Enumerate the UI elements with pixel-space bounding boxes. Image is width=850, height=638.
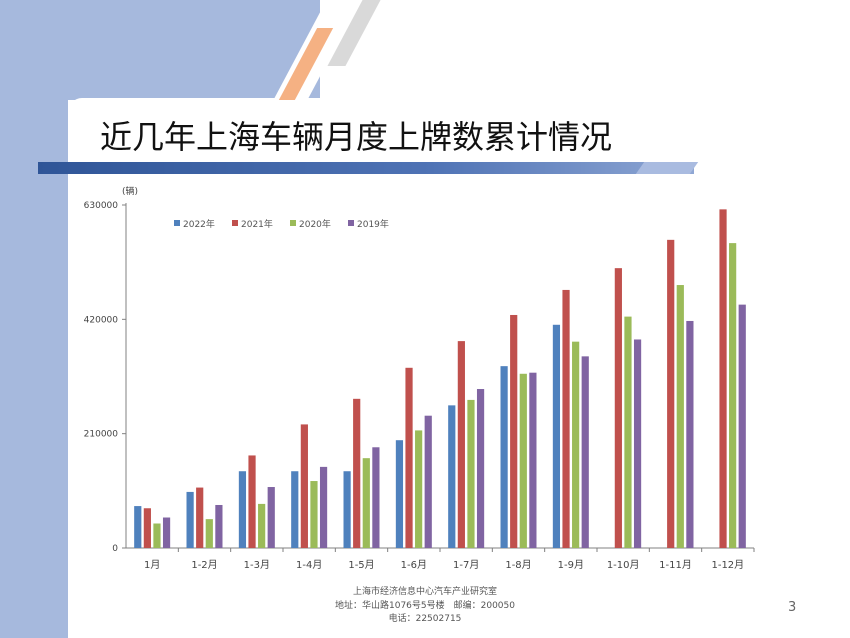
footer-address: 地址：华山路1076号5号楼 邮编：200050 (335, 601, 515, 611)
bar-2022年-1月 (134, 506, 142, 548)
bar-2020年-1-5月 (362, 458, 370, 548)
x-tick-label: 1-7月 (453, 559, 479, 571)
bar-2022年-1-3月 (238, 471, 247, 548)
bar-2020年-1月 (153, 523, 161, 548)
bar-2022年-1-2月 (186, 491, 194, 548)
bar-2020年-1-6月 (415, 430, 423, 548)
legend-label: 2021年 (241, 218, 273, 230)
bar-2020年-1-8月 (519, 373, 527, 548)
bar-2019年-1-3月 (267, 487, 275, 548)
legend-label: 2019年 (357, 218, 389, 230)
bar-2019年-1-4月 (319, 466, 328, 548)
bar-chart: 0 210000 420000 630000 1月 1-2月 1-3月 1-4月 1-5月 1-6… (84, 185, 755, 571)
x-tick-label: 1-4月 (296, 559, 322, 571)
x-tick-label: 1-2月 (191, 559, 217, 571)
bar-2022年-1-8月 (500, 366, 508, 548)
legend-swatch (174, 220, 180, 226)
x-tick-label: 1-12月 (711, 559, 744, 571)
bar-2019年-1-2月 (215, 504, 223, 548)
bar-2019年-1-12月 (738, 304, 746, 548)
bar-2022年-1-5月 (343, 471, 351, 548)
y-axis-label: (辆) (122, 185, 138, 197)
background-band-top (0, 0, 320, 100)
bar-2020年-1-11月 (676, 285, 684, 548)
bar-2020年-1-7月 (467, 399, 475, 548)
y-tick-label: 210000 (84, 430, 119, 440)
legend-swatch (232, 220, 238, 226)
title-underline-bar (38, 162, 694, 174)
x-tick-label: 1-5月 (348, 559, 374, 571)
bar-2022年-1-7月 (448, 405, 456, 548)
bar-2021年-1-10月 (614, 268, 622, 548)
bar-2020年-1-2月 (205, 519, 213, 548)
x-tick-label: 1-6月 (401, 559, 427, 571)
bar-2020年-1-9月 (572, 341, 580, 548)
x-tick-label: 1-3月 (244, 559, 270, 571)
bar-2019年-1-11月 (686, 320, 694, 548)
bar-2021年-1-5月 (353, 398, 361, 548)
y-tick-label: 630000 (84, 201, 119, 211)
x-tick-label: 1-8月 (505, 559, 531, 571)
bar-2021年-1-3月 (248, 455, 256, 548)
bar-2022年-1-4月 (291, 471, 299, 548)
bar-2021年-1-4月 (300, 424, 308, 548)
bar-2022年-1-9月 (552, 324, 561, 548)
title-underline-tip (635, 162, 699, 174)
bar-2021年-1-7月 (457, 341, 465, 548)
bar-2019年-1-6月 (424, 415, 432, 548)
bar-2021年-1-8月 (510, 314, 518, 548)
y-tick-label: 420000 (84, 315, 119, 325)
bar-2021年-1-2月 (196, 487, 204, 548)
slide-title: 近几年上海车辆月度上牌数累计情况 (100, 118, 613, 156)
legend-swatch (290, 220, 296, 226)
bar-2019年-1-9月 (581, 356, 589, 548)
bar-2020年-1-12月 (729, 243, 737, 548)
bar-2019年-1月 (162, 517, 171, 548)
chart-bars (134, 209, 746, 548)
bar-2020年-1-3月 (258, 503, 266, 548)
x-tick-label: 1月 (144, 559, 160, 571)
bar-2020年-1-10月 (624, 316, 632, 548)
page-number: 3 (788, 600, 797, 615)
background-band-left (0, 0, 68, 638)
bar-2019年-1-8月 (529, 372, 537, 548)
x-tick-label: 1-10月 (607, 559, 640, 571)
bar-2019年-1-10月 (633, 339, 642, 548)
bar-2021年-1-6月 (405, 367, 413, 548)
bar-2022年-1-6月 (395, 440, 404, 548)
bar-2021年-1-11月 (667, 239, 675, 548)
chart-axes: 0 210000 420000 630000 1月 1-2月 1-3月 1-4月 1-5月 1-6… (84, 201, 755, 571)
bar-2021年-1月 (143, 508, 151, 548)
footer-phone: 电话：22502715 (388, 614, 462, 624)
bar-2019年-1-7月 (476, 389, 485, 548)
bar-2020年-1-4月 (310, 481, 318, 548)
chart-legend: 2022年 2021年 2020年 2019年 (174, 218, 389, 230)
bar-2021年-1-12月 (719, 209, 727, 548)
legend-swatch (348, 220, 354, 226)
legend-label: 2020年 (299, 218, 331, 230)
x-tick-label: 1-11月 (659, 559, 692, 571)
x-tick-label: 1-9月 (558, 559, 584, 571)
bar-2021年-1-9月 (562, 289, 570, 548)
y-tick-label: 0 (112, 544, 118, 554)
bar-2019年-1-5月 (372, 447, 380, 548)
footer-org: 上海市经济信息中心汽车产业研究室 (352, 587, 497, 597)
legend-label: 2022年 (183, 218, 215, 230)
